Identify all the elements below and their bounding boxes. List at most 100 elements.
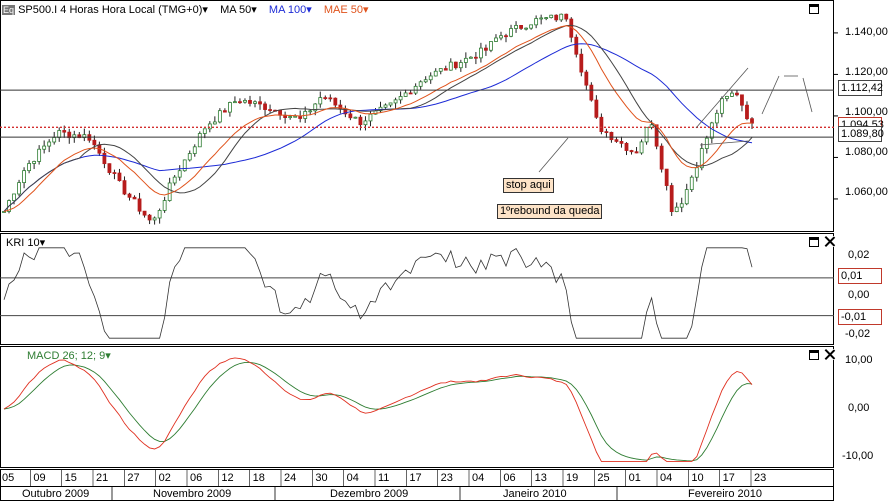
candle-body: [699, 148, 704, 169]
symbol-dropdown-icon[interactable]: ▾: [202, 4, 208, 16]
candle-body: [248, 100, 252, 104]
macd-label[interactable]: MACD 26; 12; 9: [27, 350, 106, 362]
date-tick-day: 04: [346, 472, 359, 484]
candle-body: [202, 128, 207, 134]
candle-body: [308, 110, 313, 113]
candle-body: [27, 163, 32, 172]
candle-body: [639, 141, 644, 154]
date-tick-day: 10: [691, 472, 704, 484]
candle-body: [604, 131, 609, 133]
candle-body: [52, 137, 57, 143]
candle-body: [152, 217, 157, 221]
candle-body: [408, 92, 413, 95]
candle-body: [735, 92, 739, 96]
candle-body: [137, 198, 142, 212]
candle-body: [22, 170, 26, 183]
annotation-stop[interactable]: stop aqui: [503, 178, 554, 193]
app-logo: Eq: [2, 5, 16, 15]
candle-body: [694, 167, 699, 178]
candle-body: [494, 37, 498, 42]
candle-body: [263, 103, 267, 110]
candle-body: [403, 92, 408, 97]
candle-body: [142, 210, 147, 216]
ma50-dropdown-icon[interactable]: ▾: [251, 4, 257, 16]
candle-body: [243, 100, 247, 103]
candle-body: [293, 115, 298, 118]
candle-body: [72, 134, 77, 139]
candle-body: [750, 118, 754, 124]
date-tick-day: 01: [628, 472, 641, 484]
candle-body: [579, 53, 584, 73]
candle-body: [47, 141, 52, 147]
macd-series: [3, 357, 753, 462]
candle-body: [132, 196, 137, 200]
candle-body: [253, 101, 257, 104]
date-tick-day: 04: [472, 472, 485, 484]
candle-body: [328, 97, 333, 100]
candle-body: [353, 116, 358, 119]
kri-tick: 0,00: [848, 289, 870, 301]
macd-dropdown-icon[interactable]: ▾: [105, 350, 111, 362]
candle-body: [107, 163, 112, 173]
symbol-title[interactable]: SP500.I 4 Horas Hora Local (TMG+0): [18, 4, 203, 16]
candle-body: [167, 182, 172, 201]
date-tick-day: 05: [2, 472, 15, 484]
ma100-dropdown-icon[interactable]: ▾: [306, 4, 312, 16]
macd-tick: -10,00: [842, 450, 874, 462]
candle-body: [197, 133, 202, 148]
candle-body: [398, 96, 403, 101]
annotation-rebound[interactable]: 1ºrebound da queda: [497, 204, 603, 219]
candle-body: [313, 103, 318, 112]
date-tick-day: 06: [503, 472, 516, 484]
ma100-label[interactable]: MA 100: [268, 4, 307, 16]
kri-close-icon[interactable]: [824, 236, 835, 247]
candle-body: [509, 28, 513, 37]
ma50-label[interactable]: MA 50: [220, 4, 252, 16]
candle-body: [192, 146, 197, 154]
macd-maximize-icon[interactable]: [809, 350, 819, 360]
candle-body: [559, 13, 564, 21]
candle-body: [614, 139, 619, 142]
date-tick-day: 18: [252, 472, 265, 484]
kri-maximize-icon[interactable]: [809, 237, 819, 247]
macd-tick: 0,00: [848, 402, 870, 414]
candle-body: [92, 139, 97, 146]
candle-body: [704, 137, 709, 149]
date-tick-day: 27: [127, 472, 140, 484]
candle-body: [473, 56, 478, 59]
candle-body: [162, 200, 167, 211]
mae50-label[interactable]: MAE 50: [323, 4, 364, 16]
candle-body: [484, 47, 488, 51]
macd-panel-frame: [0, 346, 834, 468]
mae50-dropdown-icon[interactable]: ▾: [363, 4, 369, 16]
price-maximize-icon[interactable]: [809, 4, 819, 14]
projection-line: [761, 75, 780, 115]
candle-body: [418, 81, 423, 87]
candle-body: [433, 70, 438, 77]
candle-body: [258, 101, 262, 105]
candle-body: [463, 57, 468, 63]
candle-body: [112, 172, 117, 174]
candle-body: [689, 176, 694, 191]
candle-body: [609, 131, 614, 141]
candle-body: [383, 104, 388, 108]
candle-body: [423, 79, 428, 83]
date-tick-day: 02: [158, 472, 171, 484]
projection-line: [695, 67, 749, 129]
date-tick-day: 25: [597, 472, 610, 484]
kri-dropdown-icon[interactable]: ▾: [39, 237, 46, 249]
candle-body: [17, 182, 21, 195]
candle-body: [624, 142, 629, 151]
candle-body: [233, 101, 237, 104]
price-tick: 1.120,00: [845, 66, 888, 78]
candle-body: [684, 189, 689, 205]
candle-body: [182, 159, 187, 172]
candle-body: [669, 185, 674, 213]
macd-close-icon[interactable]: [824, 349, 835, 360]
candle-body: [127, 193, 132, 198]
candle-body: [102, 152, 107, 165]
kri-label[interactable]: KRI 10: [6, 237, 40, 249]
candle-body: [393, 99, 398, 104]
candle-body: [574, 36, 579, 55]
